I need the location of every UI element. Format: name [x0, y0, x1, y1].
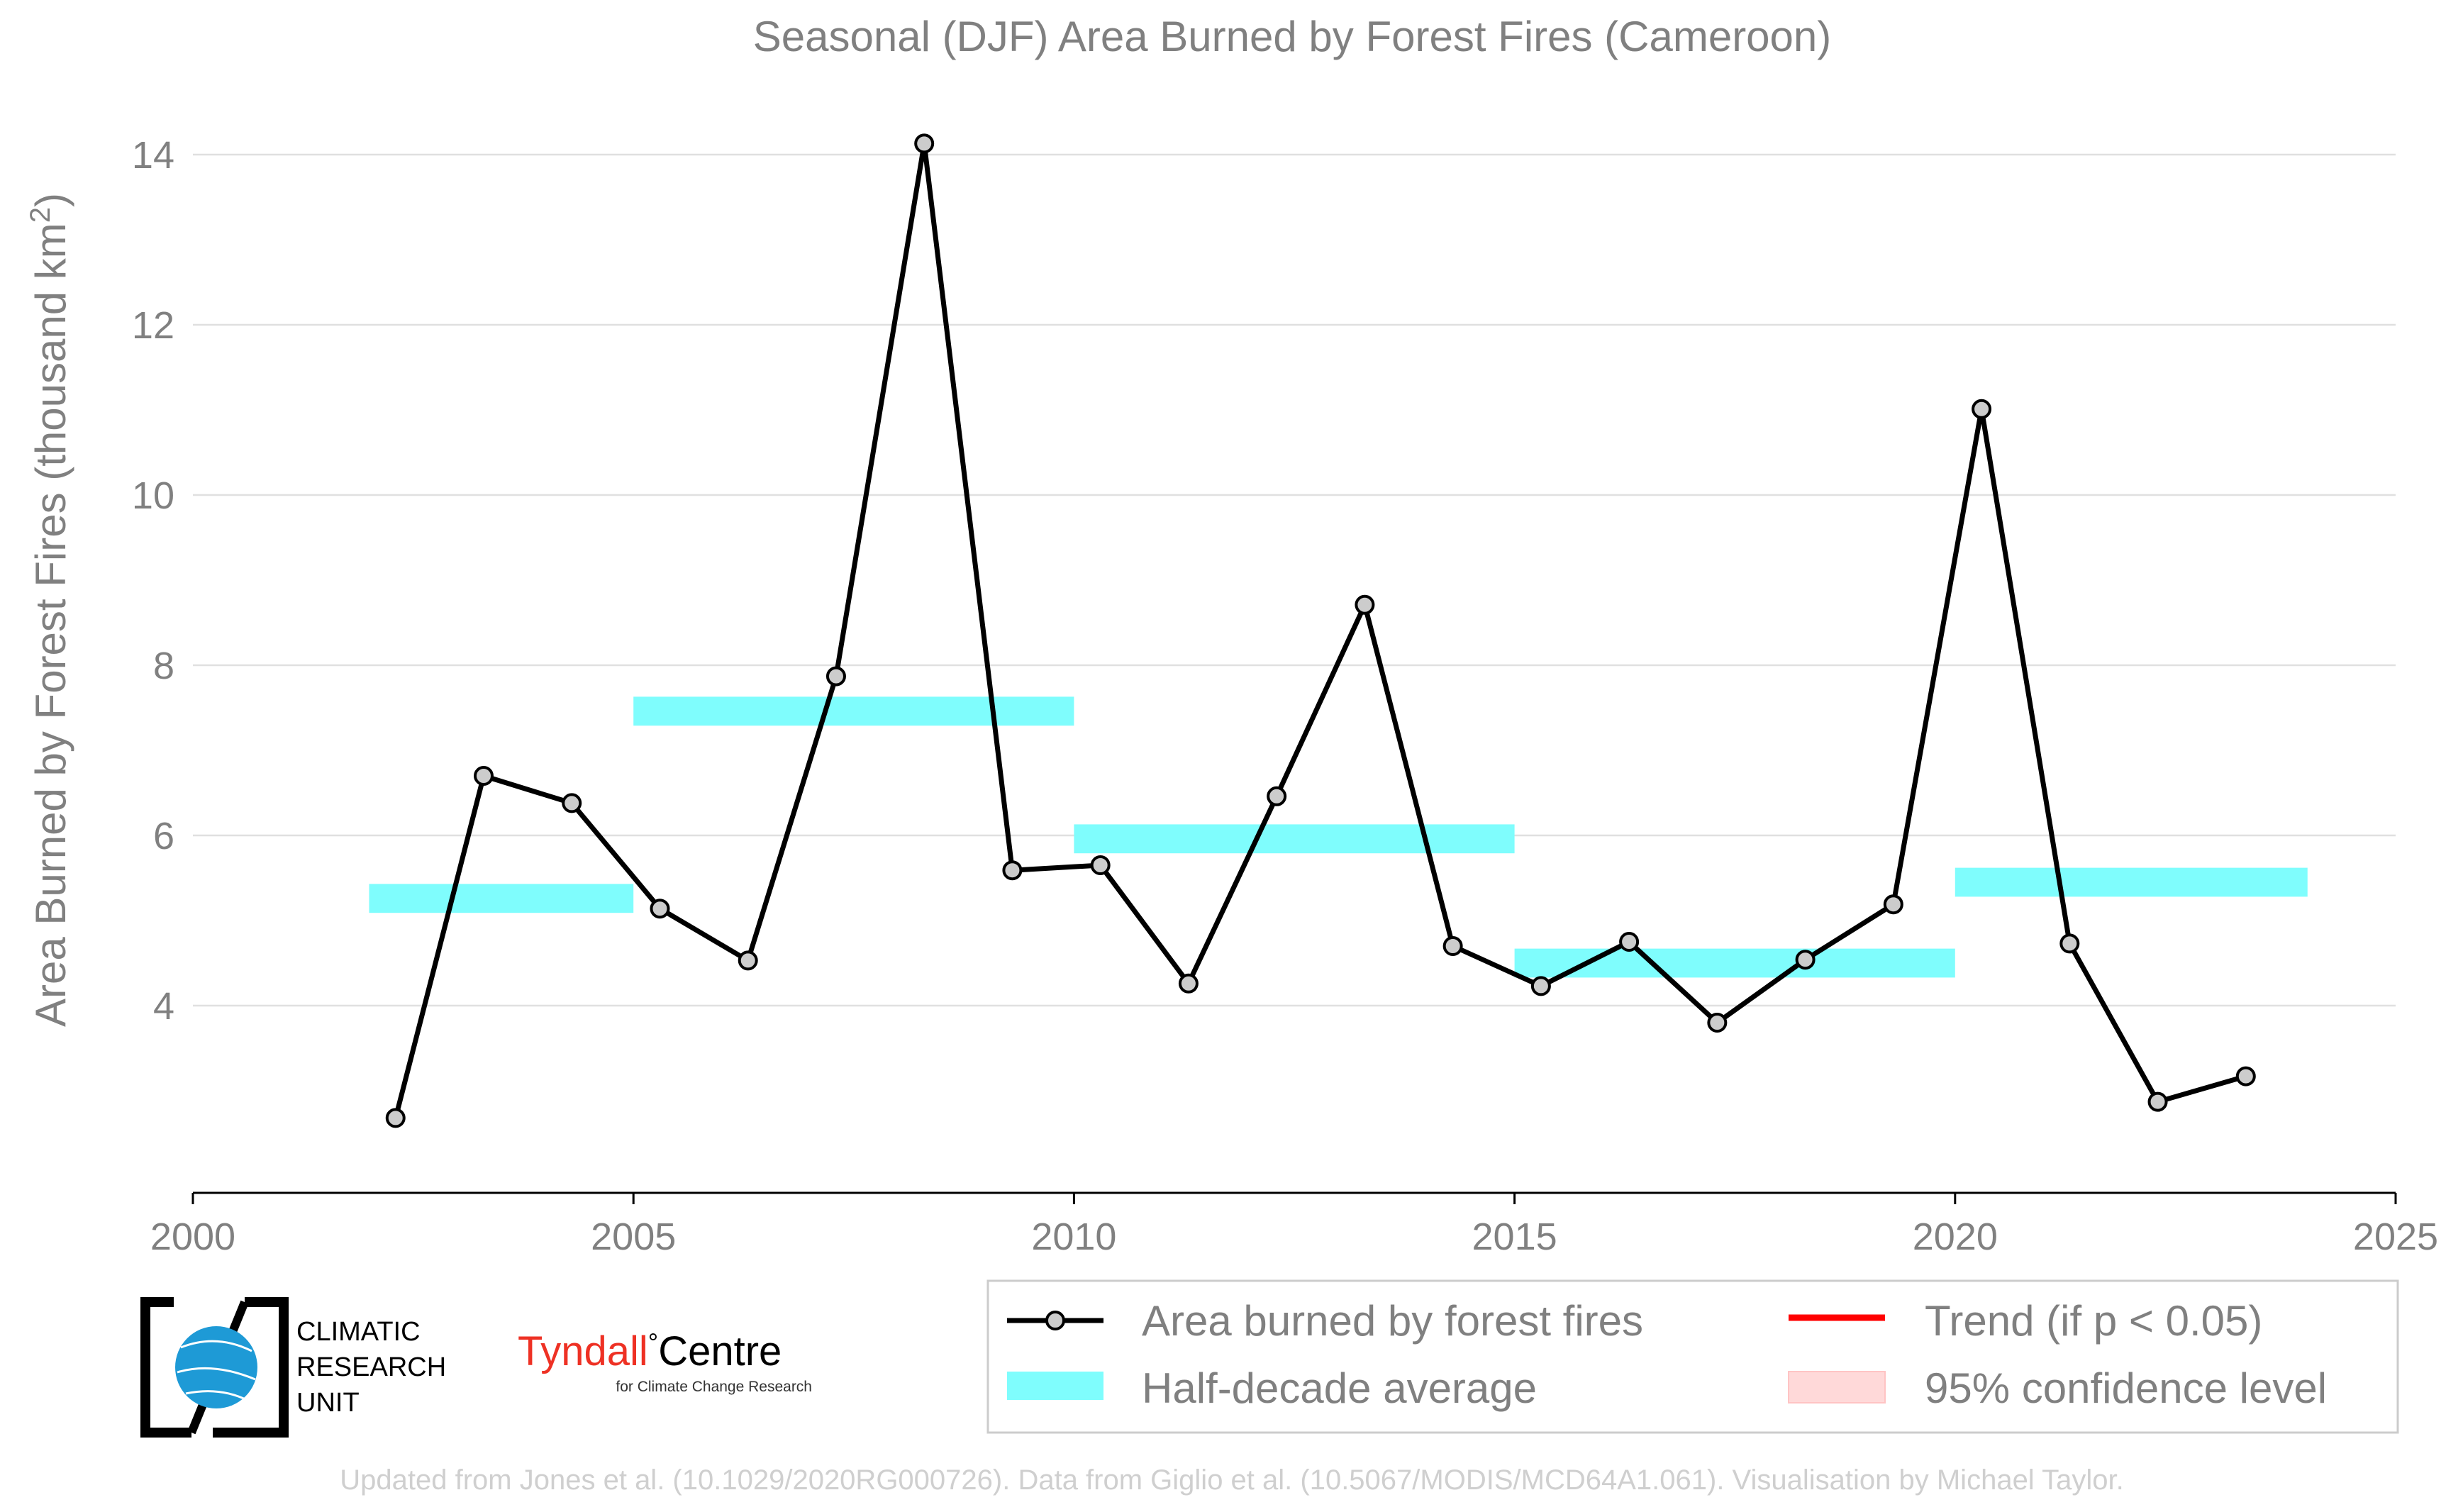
cru-logo: CLIMATIC RESEARCH UNIT [140, 1297, 446, 1438]
x-tick-label-2020: 2020 [1913, 1216, 1998, 1258]
data-point-4 [738, 950, 758, 971]
y-axis-label: Area Burned by Forest Fires (thousand km… [25, 193, 74, 1027]
half-decade-band-2002 [369, 884, 634, 913]
x-tick-label-2025: 2025 [2353, 1216, 2438, 1258]
half-decade-bands [369, 696, 2308, 978]
cru-logo-frame-right-bracket [213, 1297, 289, 1438]
data-point-2 [562, 793, 582, 813]
data-point-15 [1707, 1013, 1728, 1033]
cru-logo-line-2: RESEARCH [296, 1352, 446, 1382]
tyndall-logo-subtitle: for Climate Change Research [616, 1379, 812, 1395]
tyndall-logo-degree: ° [648, 1328, 658, 1357]
y-tick-label-4: 4 [153, 985, 174, 1028]
series-lines [393, 140, 2249, 1121]
tyndall-logo-title: Tyndall°Centre [518, 1328, 782, 1374]
data-point-9 [1178, 973, 1199, 994]
data-point-21 [2235, 1066, 2256, 1086]
tyndall-logo-word-tyndall: Tyndall [518, 1328, 648, 1374]
x-tick-label-2000: 2000 [150, 1216, 235, 1258]
series-line-0 [393, 140, 2249, 1121]
legend-box [986, 1279, 2399, 1434]
data-point-0 [385, 1108, 406, 1128]
data-point-20 [2147, 1091, 2168, 1112]
legend-label-half-decade: Half-decade average [1142, 1364, 1537, 1412]
cru-logo-frame-left-bracket [140, 1297, 191, 1438]
data-point-8 [1090, 855, 1111, 875]
chart-title: Seasonal (DJF) Area Burned by Forest Fir… [753, 13, 1832, 60]
data-point-19 [2059, 933, 2080, 954]
legend-marker-confidence [1788, 1371, 1886, 1403]
half-decade-band-2020 [1955, 867, 2308, 897]
globe-icon-lines [177, 1340, 256, 1402]
data-point-6 [914, 133, 935, 154]
legend-marker-half-decade [1007, 1372, 1103, 1400]
data-point-10 [1267, 786, 1287, 806]
tyndall-logo: Tyndall°Centre for Climate Change Resear… [518, 1328, 812, 1395]
legend-label-series: Area burned by forest fires [1142, 1297, 1643, 1345]
data-point-11 [1355, 594, 1375, 615]
series-points [385, 133, 2256, 1128]
footer-credit: Updated from Jones et al. (10.1029/2020R… [340, 1464, 2123, 1496]
y-tick-label-12: 12 [132, 304, 174, 347]
y-tick-label-6: 6 [153, 815, 174, 857]
cru-logo-line-3: UNIT [296, 1388, 360, 1418]
data-point-16 [1795, 950, 1816, 970]
grid-lines [193, 153, 2396, 1007]
x-tick-label-2005: 2005 [591, 1216, 676, 1258]
cru-logo-line-1: CLIMATIC [296, 1317, 421, 1347]
data-point-5 [825, 666, 846, 686]
y-tick-label-10: 10 [132, 474, 174, 517]
axes: 4 6 8 10 12 14 2000 2005 2010 2015 2020 2025 [132, 134, 2438, 1258]
data-point-17 [1883, 894, 1903, 915]
data-point-12 [1442, 936, 1463, 956]
globe-icon [175, 1326, 257, 1408]
tyndall-logo-word-centre: Centre [658, 1328, 782, 1374]
data-point-3 [650, 899, 670, 919]
data-point-18 [1972, 399, 1992, 419]
half-decade-band-2005 [633, 696, 1074, 726]
half-decade-band-2010 [1074, 824, 1515, 854]
half-decade-band-2015 [1514, 948, 1955, 978]
legend: Area burned by forest fires Trend (if p … [986, 1279, 2399, 1434]
data-point-13 [1530, 976, 1551, 996]
legend-label-trend: Trend (if p < 0.05) [1925, 1297, 2262, 1345]
data-point-14 [1619, 932, 1640, 952]
legend-marker-series-point [1045, 1311, 1065, 1330]
data-point-7 [1002, 860, 1023, 881]
legend-label-confidence: 95% confidence level [1925, 1364, 2327, 1412]
x-tick-label-2015: 2015 [1472, 1216, 1557, 1258]
y-tick-label-8: 8 [153, 645, 174, 687]
x-tick-label-2010: 2010 [1031, 1216, 1116, 1258]
data-point-1 [473, 766, 494, 786]
y-tick-label-14: 14 [132, 134, 174, 177]
